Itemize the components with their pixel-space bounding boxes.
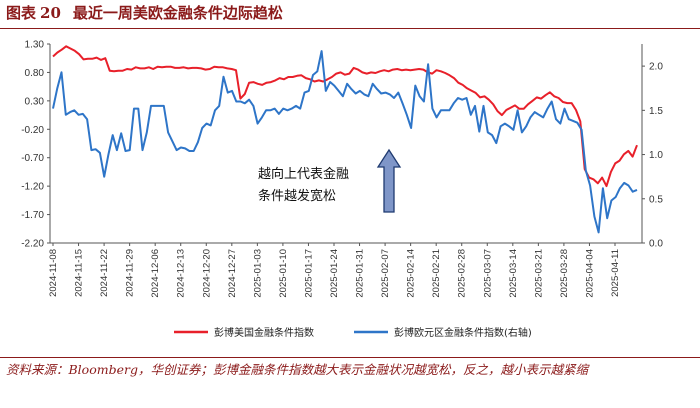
x-tick-label: 2024-12-06 bbox=[150, 249, 161, 298]
x-tick-label: 2024-11-29 bbox=[125, 249, 136, 297]
y-right-tick-label: 2.0 bbox=[649, 62, 663, 73]
x-tick-label: 2024-12-27 bbox=[227, 249, 238, 298]
x-tick-label: 2025-04-04 bbox=[584, 249, 595, 298]
figure-number: 20 bbox=[40, 4, 61, 22]
y-left-tick-label: -0.20 bbox=[21, 125, 44, 136]
y-left-tick-label: 0.30 bbox=[25, 96, 45, 107]
y-left-tick-label: 0.80 bbox=[25, 68, 45, 79]
chart-axes: 1.30 0.80 0.30 -0.20 -0.70 -1.20 -1.70 -2.20 2.0… bbox=[21, 40, 663, 298]
y-right-tick-label: 0.0 bbox=[649, 239, 663, 250]
x-tick-label: 2025-04-11 bbox=[610, 249, 621, 297]
figure-title-text: 最近一周美欧金融条件边际趋松 bbox=[72, 4, 283, 22]
legend-label-eu: 彭博欧元区金融条件指数(右轴) bbox=[394, 326, 532, 339]
series-layer bbox=[52, 45, 638, 234]
annotation-group: 越向上代表金融 条件越发宽松 bbox=[258, 148, 402, 213]
figure-title: 图表 20 最近一周美欧金融条件边际趋松 bbox=[6, 2, 283, 23]
y-right-tick-label: 1.0 bbox=[649, 150, 663, 161]
source-note: 资料来源：Bloomberg，华创证券；彭博金融条件指数越大表示金融状况越宽松，… bbox=[6, 362, 588, 377]
annotation-line-2: 条件越发宽松 bbox=[258, 188, 336, 204]
y-left-tick-label: 1.30 bbox=[25, 40, 45, 51]
title-divider bbox=[0, 28, 700, 29]
x-tick-label: 2025-01-17 bbox=[303, 249, 314, 298]
x-tick-label: 2024-12-13 bbox=[176, 249, 187, 298]
series-line-us bbox=[52, 45, 638, 188]
x-tick-label: 2025-01-31 bbox=[355, 249, 366, 298]
line-chart: 1.30 0.80 0.30 -0.20 -0.70 -1.20 -1.70 -2.20 2.0… bbox=[21, 40, 663, 340]
x-tick-label: 2024-11-22 bbox=[99, 249, 110, 297]
legend: 彭博美国金融条件指数 彭博欧元区金融条件指数(右轴) bbox=[174, 326, 532, 339]
y-left-tick-label: -1.20 bbox=[21, 182, 44, 193]
x-tick-label: 2024-11-15 bbox=[74, 249, 85, 297]
x-tick-label: 2025-01-24 bbox=[329, 249, 340, 298]
y-right-tick-label: 0.5 bbox=[649, 194, 663, 205]
y-left-tick-label: -1.70 bbox=[21, 210, 44, 221]
note-divider bbox=[0, 357, 700, 358]
figure-label: 图表 bbox=[6, 4, 37, 22]
x-tick-label: 2025-03-14 bbox=[508, 249, 519, 298]
legend-label-us: 彭博美国金融条件指数 bbox=[214, 326, 314, 339]
x-tick-label: 2025-03-07 bbox=[482, 249, 493, 298]
x-tick-label: 2025-01-10 bbox=[278, 249, 289, 298]
annotation-line-1: 越向上代表金融 bbox=[258, 166, 349, 182]
x-tick-label: 2025-02-07 bbox=[380, 249, 391, 298]
x-tick-label: 2025-03-28 bbox=[559, 249, 570, 298]
y-left-tick-label: -2.20 bbox=[21, 239, 44, 250]
x-tick-label: 2025-02-28 bbox=[457, 249, 468, 298]
x-tick-label: 2024-11-08 bbox=[48, 249, 59, 297]
x-tick-label: 2025-02-14 bbox=[406, 249, 417, 298]
x-tick-label: 2025-02-21 bbox=[431, 249, 442, 298]
y-right-tick-label: 1.5 bbox=[649, 106, 663, 117]
x-tick-label: 2024-12-20 bbox=[201, 249, 212, 298]
up-arrow-icon bbox=[376, 148, 402, 213]
series-line-eu bbox=[52, 50, 638, 234]
x-tick-label: 2025-01-03 bbox=[252, 249, 263, 298]
y-left-tick-label: -0.70 bbox=[21, 153, 44, 164]
x-tick-label: 2025-03-21 bbox=[533, 249, 544, 298]
